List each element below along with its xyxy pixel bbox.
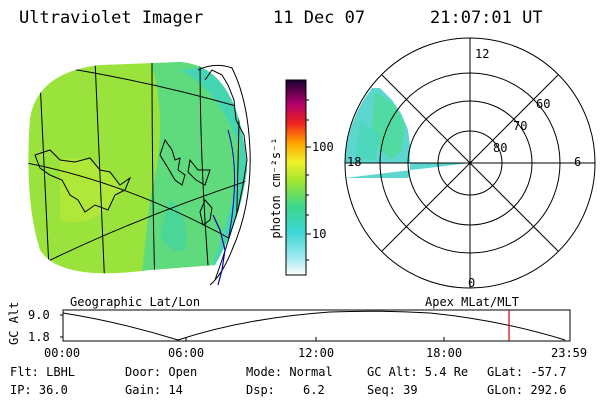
- altitude-timeline: [60, 309, 571, 342]
- geographic-image: [28, 62, 251, 286]
- mlat-label-60: 60: [536, 97, 551, 111]
- glon-info: GLon: 292.6: [487, 383, 567, 397]
- time-label: 21:07:01 UT: [430, 8, 543, 28]
- colorbar: [285, 79, 311, 276]
- mlat-label-80: 80: [493, 141, 508, 155]
- timeline-xtick-0000: 00:00: [44, 346, 81, 360]
- mlt-label-0: 0: [468, 276, 476, 290]
- timeline-ytick-bottom: 1.8: [28, 330, 50, 344]
- mode-info: Mode: Normal: [246, 365, 333, 379]
- dsp-value: 6.2: [303, 383, 325, 397]
- polar-plot: [344, 37, 596, 289]
- seq-info: Seq: 39: [367, 383, 418, 397]
- geographic-caption: Geographic Lat/Lon: [70, 295, 201, 309]
- ip-info: IP: 36.0: [10, 383, 68, 397]
- dsp-label: Dsp:: [246, 383, 275, 397]
- colorbar-tick-100: 100: [312, 140, 334, 154]
- mlat-label-70: 70: [513, 119, 528, 133]
- date-label: 11 Dec 07: [273, 8, 366, 28]
- timeline-xtick-1800: 18:00: [426, 346, 463, 360]
- timeline-xtick-0600: 06:00: [168, 346, 205, 360]
- timeline-ytick-top: 9.0: [28, 308, 50, 322]
- mlt-label-6: 6: [574, 155, 582, 169]
- timeline-xtick-2359: 23:59: [551, 346, 588, 360]
- instrument-title: Ultraviolet Imager: [19, 8, 204, 28]
- gc-alt-info: GC Alt: 5.4 Re: [367, 365, 469, 379]
- door-info: Door: Open: [125, 365, 198, 379]
- filter-info: Flt: LBHL: [10, 365, 76, 379]
- timeline-xtick-1200: 12:00: [298, 346, 335, 360]
- mlt-label-18: 18: [347, 155, 362, 169]
- colorbar-label: photon cm⁻²s⁻¹: [269, 137, 283, 239]
- mlt-label-12: 12: [475, 47, 490, 61]
- colorbar-tick-10: 10: [312, 227, 327, 241]
- timeline-ylabel: GC Alt: [7, 301, 21, 345]
- glat-info: GLat: -57.7: [487, 365, 567, 379]
- gain-info: Gain: 14: [125, 383, 183, 397]
- apex-caption: Apex MLat/MLT: [425, 295, 519, 309]
